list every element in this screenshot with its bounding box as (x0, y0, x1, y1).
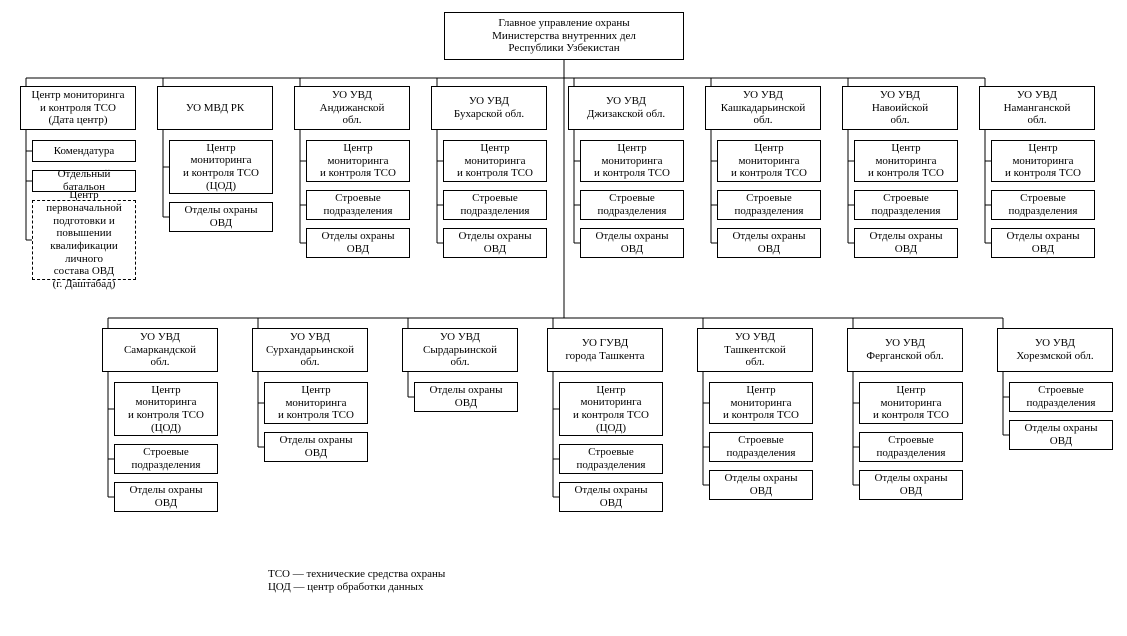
r1c7-sub-1: Строевыеподразделения (991, 190, 1095, 220)
r2c5-sub-1: Строевыеподразделения (859, 432, 963, 462)
r2c5-sub-2: Отделы охраныОВД (859, 470, 963, 500)
r1c3-sub-1: Строевыеподразделения (443, 190, 547, 220)
r1c3-sub-0: Центрмониторингаи контроля ТСО (443, 140, 547, 182)
r2c2-sub-0: Отделы охраныОВД (414, 382, 518, 412)
r1c3-sub-2: Отделы охраныОВД (443, 228, 547, 258)
r1c1-sub-1: Отделы охраныОВД (169, 202, 273, 232)
r1c7-sub-0: Центрмониторингаи контроля ТСО (991, 140, 1095, 182)
r2c5-header: УО УВДФерганской обл. (847, 328, 963, 372)
r1c2-sub-1: Строевыеподразделения (306, 190, 410, 220)
r2c3-sub-0: Центрмониторингаи контроля ТСО(ЦОД) (559, 382, 663, 436)
r1c6-header: УО УВДНавоийскойобл. (842, 86, 958, 130)
r2c6-sub-0: Строевыеподразделения (1009, 382, 1113, 412)
r1c0-sub-2: Центр первоначальнойподготовки иповышени… (32, 200, 136, 280)
r1c7-header: УО УВДНаманганскойобл. (979, 86, 1095, 130)
r1c4-sub-1: Строевыеподразделения (580, 190, 684, 220)
r2c0-sub-0: Центрмониторингаи контроля ТСО(ЦОД) (114, 382, 218, 436)
r2c0-sub-1: Строевыеподразделения (114, 444, 218, 474)
r1c3-header: УО УВДБухарской обл. (431, 86, 547, 130)
r2c6-header: УО УВДХорезмской обл. (997, 328, 1113, 372)
org-chart: Главное управление охраныМинистерства вн… (8, 8, 1119, 628)
r2c0-sub-2: Отделы охраныОВД (114, 482, 218, 512)
r1c1-header: УО МВД РК (157, 86, 273, 130)
r1c5-sub-1: Строевыеподразделения (717, 190, 821, 220)
r1c0-sub-0: Комендатура (32, 140, 136, 162)
r2c0-header: УО УВДСамаркандскойобл. (102, 328, 218, 372)
footnotes: ТСО — технические средства охраныЦОД — ц… (268, 568, 445, 594)
r1c6-sub-1: Строевыеподразделения (854, 190, 958, 220)
r1c6-sub-2: Отделы охраныОВД (854, 228, 958, 258)
r1c2-header: УО УВДАндижанскойобл. (294, 86, 410, 130)
r1c5-sub-0: Центрмониторингаи контроля ТСО (717, 140, 821, 182)
r2c1-sub-0: Центрмониторингаи контроля ТСО (264, 382, 368, 424)
r1c2-sub-2: Отделы охраныОВД (306, 228, 410, 258)
r1c1-sub-0: Центрмониторингаи контроля ТСО(ЦОД) (169, 140, 273, 194)
r2c6-sub-1: Отделы охраныОВД (1009, 420, 1113, 450)
r2c2-header: УО УВДСырдарьинскойобл. (402, 328, 518, 372)
r2c3-sub-2: Отделы охраныОВД (559, 482, 663, 512)
r1c5-header: УО УВДКашкадарьинскойобл. (705, 86, 821, 130)
r2c3-header: УО ГУВДгорода Ташкента (547, 328, 663, 372)
r2c1-header: УО УВДСурхандарьинскойобл. (252, 328, 368, 372)
r1c2-sub-0: Центрмониторингаи контроля ТСО (306, 140, 410, 182)
r2c3-sub-1: Строевыеподразделения (559, 444, 663, 474)
r1c4-header: УО УВДДжизакской обл. (568, 86, 684, 130)
r1c6-sub-0: Центрмониторингаи контроля ТСО (854, 140, 958, 182)
r2c4-sub-2: Отделы охраныОВД (709, 470, 813, 500)
r1c4-sub-2: Отделы охраныОВД (580, 228, 684, 258)
r1c5-sub-2: Отделы охраныОВД (717, 228, 821, 258)
r2c4-header: УО УВДТашкентскойобл. (697, 328, 813, 372)
r1c4-sub-0: Центрмониторингаи контроля ТСО (580, 140, 684, 182)
r2c4-sub-0: Центрмониторингаи контроля ТСО (709, 382, 813, 424)
r2c1-sub-1: Отделы охраныОВД (264, 432, 368, 462)
r1c7-sub-2: Отделы охраныОВД (991, 228, 1095, 258)
root-node: Главное управление охраныМинистерства вн… (444, 12, 684, 60)
r2c5-sub-0: Центрмониторингаи контроля ТСО (859, 382, 963, 424)
r1c0-header: Центр мониторингаи контроля ТСО(Дата цен… (20, 86, 136, 130)
r2c4-sub-1: Строевыеподразделения (709, 432, 813, 462)
